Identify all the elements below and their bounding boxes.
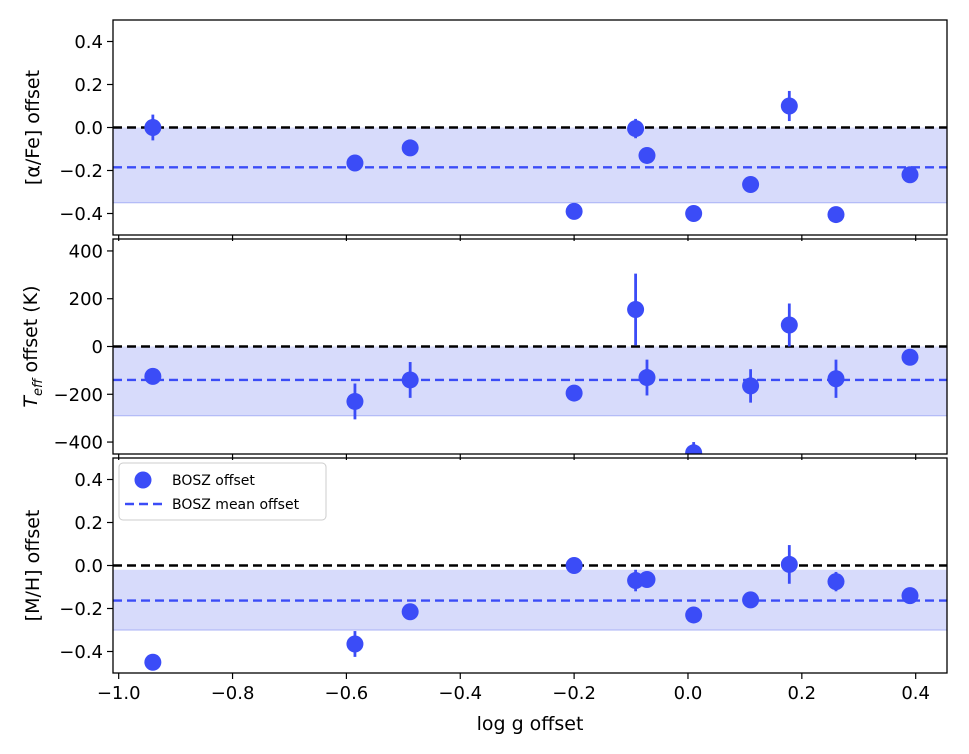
- x-tick-label: 0.2: [788, 683, 817, 704]
- legend-label: BOSZ mean offset: [172, 497, 300, 513]
- data-point: [742, 591, 760, 609]
- legend-frame: [118, 462, 327, 521]
- data-point: [901, 166, 919, 184]
- y-tick-label: 0.2: [74, 75, 103, 96]
- data-point: [144, 367, 162, 385]
- data-point: [827, 206, 845, 224]
- x-tick-label: 0.0: [674, 683, 703, 704]
- y-tick-label: −400: [54, 433, 103, 454]
- data-point: [827, 573, 845, 591]
- data-point: [401, 603, 419, 621]
- y-tick-label: 0.0: [74, 118, 103, 139]
- data-point: [144, 653, 162, 671]
- data-point: [565, 202, 583, 220]
- x-tick-label: −0.6: [325, 683, 369, 704]
- data-point: [638, 570, 656, 588]
- data-point: [638, 146, 656, 164]
- data-point: [780, 97, 798, 115]
- data-point: [685, 205, 703, 222]
- data-point: [742, 175, 760, 193]
- y-tick-label: 200: [69, 289, 103, 310]
- x-tick-label: −0.2: [552, 683, 596, 704]
- data-point: [901, 587, 919, 605]
- x-tick-label: −0.4: [438, 683, 482, 704]
- data-point: [401, 139, 419, 157]
- y-tick-label: −0.4: [59, 642, 103, 663]
- y-axis-label: Teff offset (K): [20, 285, 46, 407]
- panel-data-group: [113, 90, 947, 224]
- data-point: [565, 384, 583, 402]
- y-tick-label: 0: [92, 337, 103, 358]
- legend: BOSZ offset BOSZ mean offset: [118, 462, 327, 521]
- y-axis-label: [M/H] offset: [22, 510, 44, 622]
- data-point: [565, 557, 583, 574]
- data-point: [780, 316, 798, 334]
- mean-offset-band: [113, 127, 947, 203]
- data-point: [685, 606, 703, 624]
- panel-top: −0.4 −0.2 0.0 0.2 0.4 [α/Fe] offset: [22, 19, 948, 241]
- data-point: [346, 635, 364, 653]
- data-point: [780, 555, 798, 573]
- y-axis-label: [α/Fe] offset: [22, 70, 44, 185]
- data-point: [685, 444, 703, 454]
- y-tick-label: −0.4: [59, 204, 103, 225]
- x-tick-label: −0.8: [211, 683, 255, 704]
- data-point: [346, 392, 364, 410]
- y-tick-label: 0.4: [74, 32, 103, 53]
- x-axis-label: log g offset: [477, 713, 584, 735]
- data-point: [346, 154, 364, 172]
- y-tick-label: −0.2: [59, 599, 103, 620]
- x-tick-label: −1.0: [97, 683, 141, 704]
- y-tick-label: −200: [54, 385, 103, 406]
- data-point: [901, 348, 919, 366]
- x-tick-label: 0.4: [901, 683, 930, 704]
- panel-middle: −400 −200 0 200 400 Teff offset (K): [20, 238, 948, 460]
- data-point: [638, 369, 656, 387]
- panel-bottom: −0.4 −0.2 0.0 0.2 0.4 −1.0 −0.8 −0.6 −0.4 −0.2 0.0…: [22, 457, 948, 704]
- panel-data-group: [113, 545, 947, 671]
- data-point: [401, 371, 419, 389]
- data-point: [742, 377, 760, 395]
- data-point: [827, 370, 845, 388]
- data-point: [627, 120, 645, 138]
- y-tick-label: 0.4: [74, 470, 103, 491]
- y-tick-label: 400: [69, 241, 103, 262]
- data-point: [627, 300, 645, 318]
- data-point: [144, 119, 162, 136]
- y-tick-label: −0.2: [59, 161, 103, 182]
- legend-marker-point: [134, 471, 152, 489]
- legend-label: BOSZ offset: [172, 473, 255, 489]
- panel-data-group: [113, 273, 947, 454]
- y-tick-label: 0.2: [74, 513, 103, 534]
- y-tick-label: 0.0: [74, 556, 103, 577]
